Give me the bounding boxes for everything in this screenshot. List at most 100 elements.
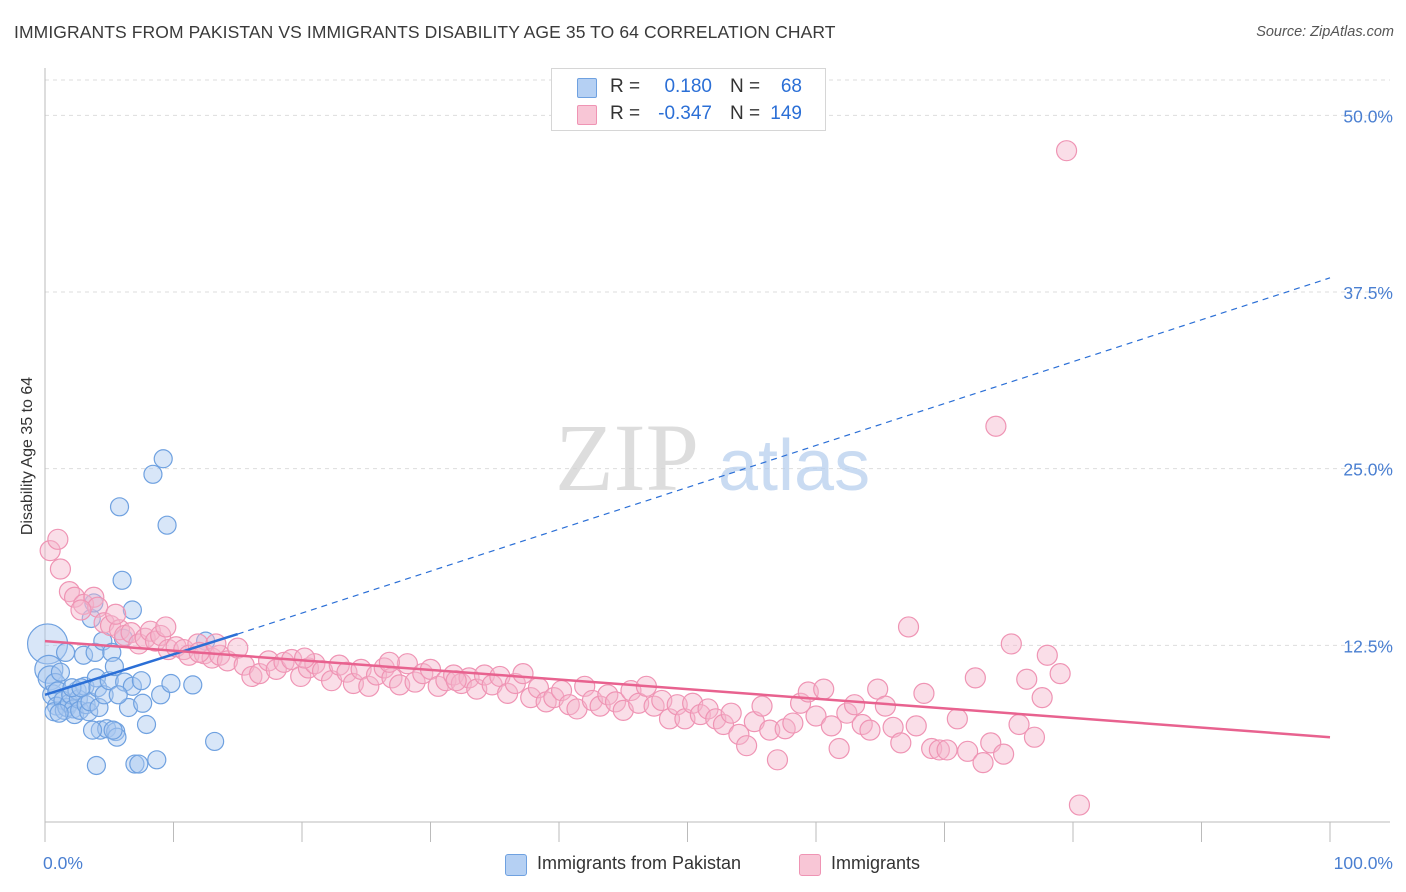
legend-n-value: 149	[770, 103, 802, 124]
data-point-immigrants	[512, 662, 534, 685]
data-point-pakistan	[89, 697, 109, 718]
data-point-immigrants	[120, 622, 142, 644]
data-point-immigrants	[49, 558, 72, 580]
data-point-pakistan	[183, 675, 203, 695]
data-point-pakistan	[50, 662, 71, 682]
legend-n-label: N =	[730, 76, 761, 97]
data-point-immigrants	[155, 616, 177, 638]
data-point-immigrants	[890, 732, 912, 754]
legend-swatch-pink	[577, 105, 597, 125]
data-point-pakistan	[131, 671, 151, 691]
x-tick-label: 0.0%	[43, 853, 83, 873]
data-point-pakistan	[136, 714, 157, 735]
axes	[44, 68, 1390, 842]
data-point-immigrants	[389, 674, 411, 696]
data-point-immigrants	[766, 749, 789, 771]
data-point-pakistan	[34, 654, 64, 684]
data-point-immigrants	[828, 737, 850, 760]
data-point-immigrants	[836, 702, 858, 724]
data-point-immigrants	[378, 651, 400, 673]
data-point-pakistan	[79, 702, 99, 722]
data-point-pakistan	[109, 497, 130, 517]
data-point-pakistan	[108, 685, 128, 705]
data-point-immigrants	[1023, 726, 1046, 748]
data-point-immigrants	[957, 740, 979, 762]
data-point-immigrants	[87, 596, 109, 618]
watermark-zip: ZIP	[555, 404, 699, 511]
legend-row-pink: R = -0.347 N = 149	[552, 100, 825, 126]
trend-line-pakistan	[44, 632, 239, 696]
data-point-immigrants	[70, 599, 92, 621]
bottom-legend-swatch-pink	[799, 854, 821, 876]
data-point-immigrants	[47, 528, 69, 550]
legend-n-value: 68	[780, 76, 802, 97]
trend-lines	[44, 277, 1331, 739]
data-point-immigrants	[728, 723, 750, 745]
data-point-immigrants	[905, 715, 927, 737]
data-point-immigrants	[443, 664, 465, 686]
data-point-immigrants	[782, 712, 804, 734]
bottom-legend-label: Immigrants	[831, 853, 921, 873]
legend-swatch-blue	[577, 78, 597, 98]
data-point-immigrants	[946, 708, 968, 730]
x-tick-label: 100.0%	[1334, 853, 1393, 873]
chart-title: IMMIGRANTS FROM PAKISTAN VS IMMIGRANTS D…	[14, 22, 836, 42]
data-point-pakistan	[94, 685, 114, 705]
watermark: ZIP atlas	[555, 404, 870, 511]
data-point-pakistan	[205, 731, 225, 752]
legend-r-value: 0.180	[664, 76, 712, 97]
data-point-pakistan	[85, 642, 105, 663]
data-point-immigrants	[1016, 668, 1038, 690]
data-point-pakistan	[55, 642, 76, 663]
data-point-immigrants	[290, 665, 312, 688]
data-point-immigrants	[336, 661, 358, 683]
trend-line-immigrants	[44, 639, 1331, 739]
data-point-immigrants	[105, 603, 127, 625]
bottom-legend-label: Immigrants from Pakistan	[537, 853, 742, 873]
data-point-immigrants	[913, 682, 935, 704]
data-point-pakistan	[102, 642, 122, 663]
data-point-immigrants	[1036, 644, 1058, 666]
y-tick-label: 12.5%	[1343, 636, 1393, 656]
bottom-legend-swatch-blue	[505, 854, 527, 876]
y-tick-label: 37.5%	[1343, 283, 1393, 303]
tick-labels: 12.5% 25.0% 37.5% 50.0% 0.0% 100.0%	[43, 106, 1393, 873]
y-tick-label: 25.0%	[1343, 460, 1393, 480]
data-point-pakistan	[161, 673, 181, 694]
data-point-pakistan	[143, 464, 163, 484]
data-point-immigrants	[720, 702, 742, 724]
data-point-pakistan	[122, 600, 142, 620]
legend-r-label: R =	[610, 103, 641, 124]
legend-r-label: R =	[610, 76, 641, 97]
data-point-immigrants	[72, 593, 95, 615]
data-point-immigrants	[813, 678, 835, 700]
data-point-immigrants	[964, 667, 986, 689]
data-point-immigrants	[39, 540, 61, 562]
data-point-immigrants	[612, 699, 634, 721]
watermark-atlas: atlas	[718, 426, 870, 506]
data-point-immigrants	[1055, 140, 1078, 162]
data-point-immigrants	[936, 739, 958, 761]
data-point-immigrants	[859, 719, 881, 741]
data-point-immigrants	[1068, 794, 1091, 816]
data-point-pakistan	[37, 665, 63, 691]
data-point-pakistan	[157, 515, 177, 535]
data-point-pakistan	[49, 703, 69, 723]
data-point-immigrants	[843, 694, 866, 716]
data-point-pakistan	[112, 570, 132, 590]
data-point-pakistan	[129, 754, 149, 774]
legend-row-blue: R = 0.180 N = 68	[552, 73, 825, 99]
data-point-immigrants	[1000, 633, 1022, 655]
data-point-immigrants	[820, 715, 843, 737]
data-point-immigrants	[1031, 687, 1053, 709]
data-point-immigrants	[248, 662, 271, 685]
data-point-pakistan	[86, 755, 107, 776]
data-point-immigrants	[928, 739, 950, 761]
data-point-immigrants	[751, 695, 773, 717]
data-point-immigrants	[604, 691, 627, 713]
data-point-pakistan	[103, 720, 123, 740]
data-point-immigrants	[404, 671, 426, 693]
data-point-immigrants	[712, 713, 735, 736]
data-point-immigrants	[874, 695, 896, 717]
